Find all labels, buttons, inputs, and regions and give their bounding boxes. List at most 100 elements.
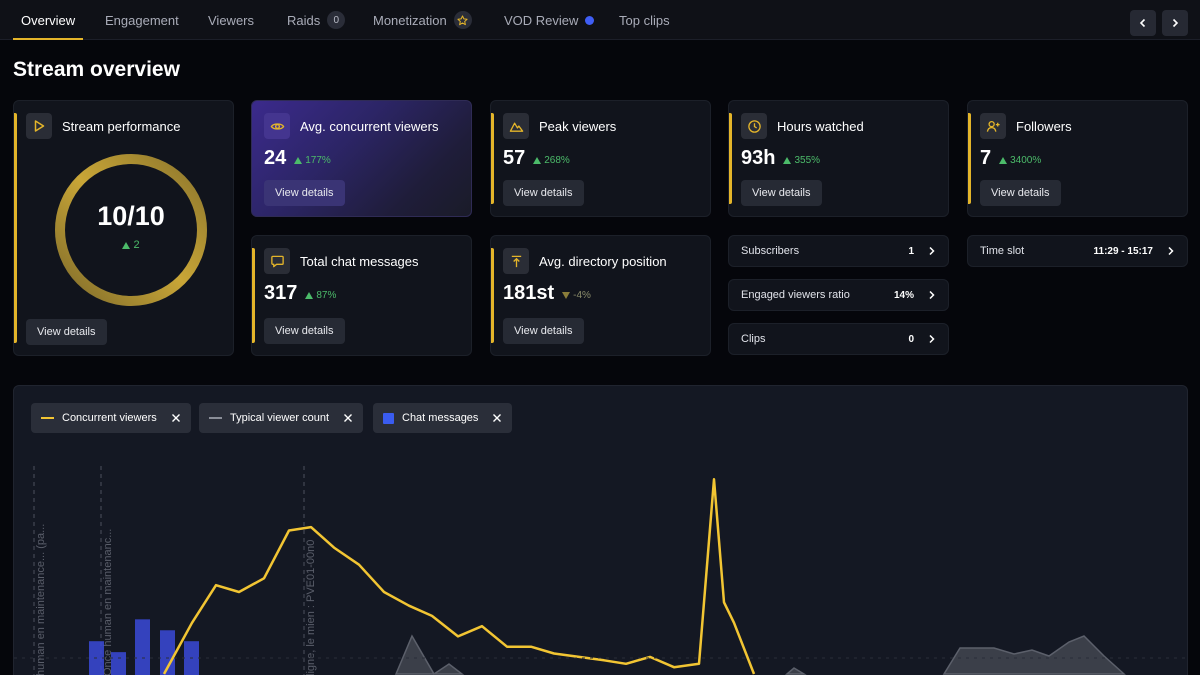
- metric-value: 57: [503, 147, 526, 169]
- chip-label: Typical viewer count: [230, 412, 330, 424]
- metric: 181st -4%: [503, 282, 591, 305]
- chevron-right-icon: [929, 246, 935, 256]
- card-header: Avg. concurrent viewers: [264, 113, 439, 139]
- tab-label: Monetization: [373, 12, 447, 28]
- metric-delta: 87%: [305, 290, 336, 301]
- tab-label: Viewers: [208, 12, 255, 28]
- followers-details-button[interactable]: View details: [980, 180, 1061, 206]
- metric-value: 317: [264, 282, 298, 304]
- row-label: Clips: [741, 333, 766, 345]
- chevron-right-icon: [929, 334, 935, 344]
- delta-text: 87%: [316, 290, 337, 301]
- card-header: Total chat messages: [264, 248, 419, 274]
- avg-concurrent-viewers-card: Avg. concurrent viewers 24 177% View det…: [251, 100, 472, 217]
- subscribers-row[interactable]: Subscribers 1: [728, 235, 949, 267]
- card-title: Avg. concurrent viewers: [300, 118, 439, 134]
- metric: 93h 355%: [741, 147, 820, 170]
- trend-down-icon: [562, 292, 571, 299]
- stream-performance-card: Stream performance 10/10 2 View details: [13, 100, 234, 356]
- series-swatch: [383, 412, 394, 424]
- score-arc: [55, 154, 207, 306]
- clips-row[interactable]: Clips 0: [728, 323, 949, 355]
- tab-bar: Overview Engagement Viewers Raids 0 Mone…: [0, 0, 1200, 40]
- metric-delta: 177%: [294, 155, 331, 166]
- play-icon: [26, 113, 52, 139]
- typical-viewer-area: [394, 634, 465, 675]
- typical-viewer-area: [942, 635, 1126, 675]
- legend-chip-concurrent-viewers[interactable]: Concurrent viewers: [31, 403, 191, 433]
- close-icon[interactable]: [343, 413, 353, 423]
- avg-concurrent-details-button[interactable]: View details: [264, 180, 345, 206]
- mountain-icon: [503, 113, 529, 139]
- directory-position-details-button[interactable]: View details: [503, 318, 584, 344]
- star-icon: [453, 11, 472, 29]
- tab-engagement[interactable]: Engagement: [105, 0, 179, 40]
- typical-viewer-area: [784, 667, 807, 675]
- metric-delta: 3400%: [999, 155, 1041, 166]
- card-accent: [729, 113, 732, 204]
- tab-vod-review[interactable]: VOD Review: [504, 0, 595, 40]
- card-accent: [491, 113, 494, 204]
- delta-text: 3400%: [1010, 155, 1042, 166]
- hours-watched-details-button[interactable]: View details: [741, 180, 822, 206]
- engaged-viewers-ratio-row[interactable]: Engaged viewers ratio 14%: [728, 279, 949, 311]
- row-label: Time slot: [980, 245, 1025, 257]
- chat-message-bar: [111, 652, 126, 675]
- peak-viewers-card: Peak viewers 57 268% View details: [490, 100, 711, 217]
- chat-message-bar: [160, 630, 175, 675]
- chevron-right-icon: [929, 290, 935, 300]
- metric-delta: -4%: [562, 290, 591, 301]
- close-icon[interactable]: [171, 413, 181, 423]
- scroll-left-button[interactable]: [1130, 10, 1156, 36]
- card-header: Followers: [980, 113, 1072, 139]
- tab-label: VOD Review: [504, 12, 579, 28]
- viewer-chart: human en maintenance... (pa... Once human…: [14, 466, 1187, 675]
- trend-up-icon: [294, 157, 303, 164]
- series-swatch: [209, 417, 222, 419]
- card-accent: [252, 248, 255, 343]
- tab-monetization[interactable]: Monetization: [373, 0, 472, 40]
- metric: 317 87%: [264, 282, 336, 305]
- trend-up-icon: [305, 292, 314, 299]
- peak-viewers-details-button[interactable]: View details: [503, 180, 584, 206]
- user-plus-icon: [980, 113, 1006, 139]
- metric-delta: 355%: [783, 155, 820, 166]
- followers-card: Followers 7 3400% View details: [967, 100, 1188, 217]
- card-accent: [491, 248, 494, 343]
- card-header: Hours watched: [741, 113, 864, 139]
- chat-bubble-icon: [264, 248, 290, 274]
- trend-up-icon: [122, 241, 131, 249]
- row-label: Engaged viewers ratio: [741, 289, 850, 301]
- legend-chip-typical-viewer-count[interactable]: Typical viewer count: [199, 403, 364, 433]
- tab-label: Engagement: [105, 12, 179, 28]
- legend-chip-chat-messages[interactable]: Chat messages: [373, 403, 513, 433]
- card-title: Followers: [1016, 118, 1072, 134]
- score-delta: 2: [50, 239, 212, 251]
- annotation-label: Once human en maintenanc...: [102, 529, 114, 675]
- scroll-right-button[interactable]: [1162, 10, 1188, 36]
- clock-icon: [741, 113, 767, 139]
- total-chat-details-button[interactable]: View details: [264, 318, 345, 344]
- card-header: Stream performance: [26, 113, 181, 139]
- chip-label: Chat messages: [402, 412, 479, 424]
- delta-text: 2: [133, 239, 140, 251]
- series-swatch: [41, 417, 54, 419]
- time-slot-row[interactable]: Time slot 11:29 - 15:17: [967, 235, 1188, 267]
- chevron-right-icon: [1172, 18, 1179, 28]
- stream-performance-details-button[interactable]: View details: [26, 319, 107, 345]
- delta-text: 177%: [305, 155, 331, 166]
- avg-directory-position-card: Avg. directory position 181st -4% View d…: [490, 235, 711, 356]
- card-title: Peak viewers: [539, 118, 617, 134]
- hours-watched-card: Hours watched 93h 355% View details: [728, 100, 949, 217]
- eye-icon: [264, 113, 290, 139]
- annotation-label: human en maintenance... (pa...: [35, 524, 47, 675]
- tab-viewers[interactable]: Viewers: [208, 0, 254, 40]
- tab-label: Raids: [287, 12, 321, 28]
- close-icon[interactable]: [492, 413, 502, 423]
- row-label: Subscribers: [741, 245, 800, 257]
- tab-raids[interactable]: Raids 0: [287, 0, 346, 40]
- card-accent: [14, 113, 17, 343]
- tab-overview[interactable]: Overview: [12, 0, 84, 40]
- page-title: Stream overview: [13, 58, 180, 81]
- tab-top-clips[interactable]: Top clips: [619, 0, 670, 40]
